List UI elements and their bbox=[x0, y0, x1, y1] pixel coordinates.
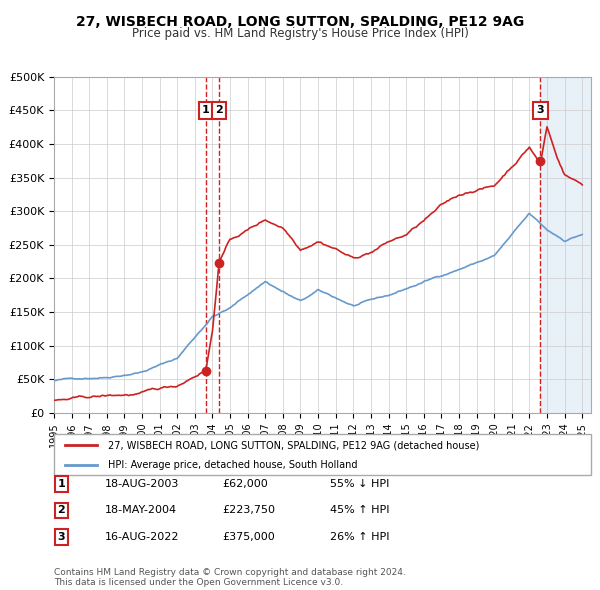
Text: 18-MAY-2004: 18-MAY-2004 bbox=[105, 506, 177, 515]
Text: 27, WISBECH ROAD, LONG SUTTON, SPALDING, PE12 9AG (detached house): 27, WISBECH ROAD, LONG SUTTON, SPALDING,… bbox=[108, 440, 479, 450]
Text: 18-AUG-2003: 18-AUG-2003 bbox=[105, 479, 179, 489]
Text: £375,000: £375,000 bbox=[222, 532, 275, 542]
Text: 26% ↑ HPI: 26% ↑ HPI bbox=[330, 532, 389, 542]
FancyBboxPatch shape bbox=[54, 434, 591, 475]
Text: 3: 3 bbox=[58, 532, 65, 542]
Text: £62,000: £62,000 bbox=[222, 479, 268, 489]
Text: 2: 2 bbox=[58, 506, 65, 515]
Text: HPI: Average price, detached house, South Holland: HPI: Average price, detached house, Sout… bbox=[108, 460, 357, 470]
Text: 2: 2 bbox=[215, 106, 223, 115]
Text: 1: 1 bbox=[202, 106, 210, 115]
Text: 3: 3 bbox=[536, 106, 544, 115]
Text: 27, WISBECH ROAD, LONG SUTTON, SPALDING, PE12 9AG: 27, WISBECH ROAD, LONG SUTTON, SPALDING,… bbox=[76, 15, 524, 29]
Text: 1: 1 bbox=[58, 479, 65, 489]
Text: £223,750: £223,750 bbox=[222, 506, 275, 515]
Text: 55% ↓ HPI: 55% ↓ HPI bbox=[330, 479, 389, 489]
Text: 16-AUG-2022: 16-AUG-2022 bbox=[105, 532, 179, 542]
Text: Contains HM Land Registry data © Crown copyright and database right 2024.
This d: Contains HM Land Registry data © Crown c… bbox=[54, 568, 406, 587]
Text: 45% ↑ HPI: 45% ↑ HPI bbox=[330, 506, 389, 515]
Text: Price paid vs. HM Land Registry's House Price Index (HPI): Price paid vs. HM Land Registry's House … bbox=[131, 27, 469, 40]
Bar bbox=[541, 77, 591, 413]
